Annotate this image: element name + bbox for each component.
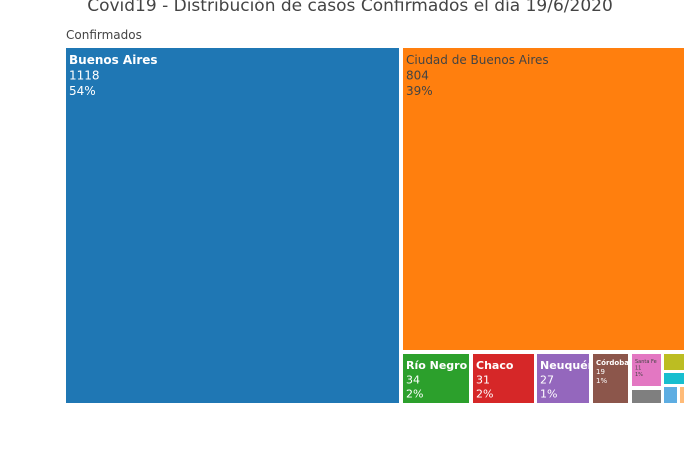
treemap-tile-rect[interactable] (593, 354, 628, 403)
treemap-tile[interactable] (632, 390, 661, 403)
treemap-tile-rect[interactable] (632, 354, 661, 386)
treemap-tile-label: Buenos Aires (69, 53, 158, 67)
treemap-tile-value: 804 (406, 69, 429, 83)
treemap-tile[interactable] (664, 373, 684, 384)
treemap-tile-percent: 1% (635, 372, 643, 378)
treemap-tile-rect[interactable] (473, 354, 534, 403)
treemap-tile-rect[interactable] (664, 387, 677, 403)
chart-title: Covid19 - Distribución de casos Confirma… (87, 0, 613, 16)
treemap-tile-rect[interactable] (664, 354, 684, 370)
treemap-tile-value: 11 (635, 366, 641, 372)
treemap-tile[interactable] (664, 354, 684, 370)
treemap-tile[interactable] (664, 387, 677, 403)
treemap-tile-value: 19 (596, 368, 605, 376)
treemap-tile-rect[interactable] (537, 354, 589, 403)
treemap-tile-percent: 1% (540, 388, 557, 401)
treemap-tile-label: Río Negro (406, 359, 468, 372)
treemap-tile-rect[interactable] (632, 390, 661, 403)
treemap-tile-label: Chaco (476, 359, 514, 372)
treemap-tile-value: 27 (540, 373, 554, 386)
treemap-tile-value: 31 (476, 373, 490, 386)
treemap-tile-label: Córdoba (596, 359, 629, 367)
treemap-tile-rect[interactable] (403, 48, 684, 350)
treemap-tile-percent: 2% (406, 388, 423, 401)
treemap-tile-percent: 54% (69, 84, 96, 98)
treemap-tile-rect[interactable] (403, 354, 469, 403)
treemap-tile[interactable] (680, 387, 684, 403)
treemap-tile-percent: 39% (406, 84, 433, 98)
treemap-tile-percent: 1% (596, 377, 607, 385)
treemap-root-label[interactable]: Confirmados (66, 28, 142, 42)
treemap-tile-label: Santa Fe (635, 359, 657, 365)
treemap-tile-value: 1118 (69, 69, 100, 83)
treemap-tile-label: Neuquén (540, 359, 596, 372)
treemap-tile-percent: 2% (476, 388, 493, 401)
treemap-tile-rect[interactable] (66, 48, 399, 403)
treemap-tile-rect[interactable] (664, 373, 684, 384)
treemap-tile-label: Ciudad de Buenos Aires (406, 53, 549, 67)
treemap-tile-value: 34 (406, 373, 420, 386)
treemap-tile-rect[interactable] (680, 387, 684, 403)
